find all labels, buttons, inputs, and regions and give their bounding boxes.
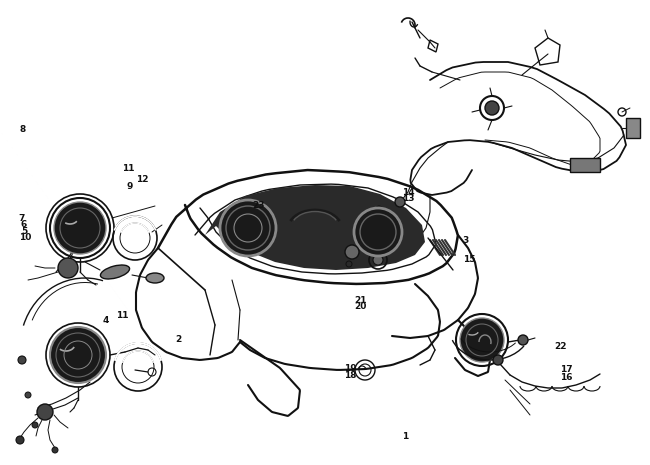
Ellipse shape xyxy=(146,273,164,283)
Circle shape xyxy=(395,197,405,207)
Circle shape xyxy=(25,392,31,398)
Ellipse shape xyxy=(101,265,129,279)
Text: 7: 7 xyxy=(18,214,25,223)
Circle shape xyxy=(58,258,78,278)
Text: 17: 17 xyxy=(560,365,573,374)
Circle shape xyxy=(52,447,58,453)
Text: 11: 11 xyxy=(122,164,135,173)
Circle shape xyxy=(32,422,38,428)
Text: 16: 16 xyxy=(560,373,573,382)
Text: 11: 11 xyxy=(116,311,128,319)
Text: 6: 6 xyxy=(21,220,27,229)
Circle shape xyxy=(518,335,528,345)
Text: 8: 8 xyxy=(20,125,26,133)
Circle shape xyxy=(37,404,53,420)
Circle shape xyxy=(16,436,24,444)
FancyBboxPatch shape xyxy=(626,118,640,138)
Text: 15: 15 xyxy=(463,255,475,264)
Text: 20: 20 xyxy=(354,302,367,311)
Text: 13: 13 xyxy=(402,194,414,203)
Text: 12: 12 xyxy=(136,175,149,184)
Text: 9: 9 xyxy=(127,182,133,191)
Circle shape xyxy=(54,202,106,254)
Circle shape xyxy=(220,200,276,256)
Text: 18: 18 xyxy=(344,371,357,380)
Text: 21: 21 xyxy=(354,296,367,305)
Circle shape xyxy=(50,327,106,383)
Text: 14: 14 xyxy=(402,188,414,197)
Text: 19: 19 xyxy=(344,364,357,372)
Text: 2: 2 xyxy=(176,335,182,344)
Circle shape xyxy=(493,355,503,365)
Circle shape xyxy=(373,255,383,265)
Circle shape xyxy=(485,101,499,115)
Circle shape xyxy=(18,356,26,364)
Circle shape xyxy=(460,318,504,362)
Text: 4: 4 xyxy=(103,316,109,325)
Polygon shape xyxy=(205,185,425,270)
Text: 5: 5 xyxy=(21,227,27,236)
Text: 22: 22 xyxy=(554,342,566,351)
Circle shape xyxy=(345,245,359,259)
Text: 23: 23 xyxy=(252,201,265,210)
Text: 10: 10 xyxy=(20,233,32,242)
Text: 1: 1 xyxy=(402,432,408,441)
FancyBboxPatch shape xyxy=(570,158,600,172)
Text: 3: 3 xyxy=(463,236,469,245)
Circle shape xyxy=(354,208,402,256)
